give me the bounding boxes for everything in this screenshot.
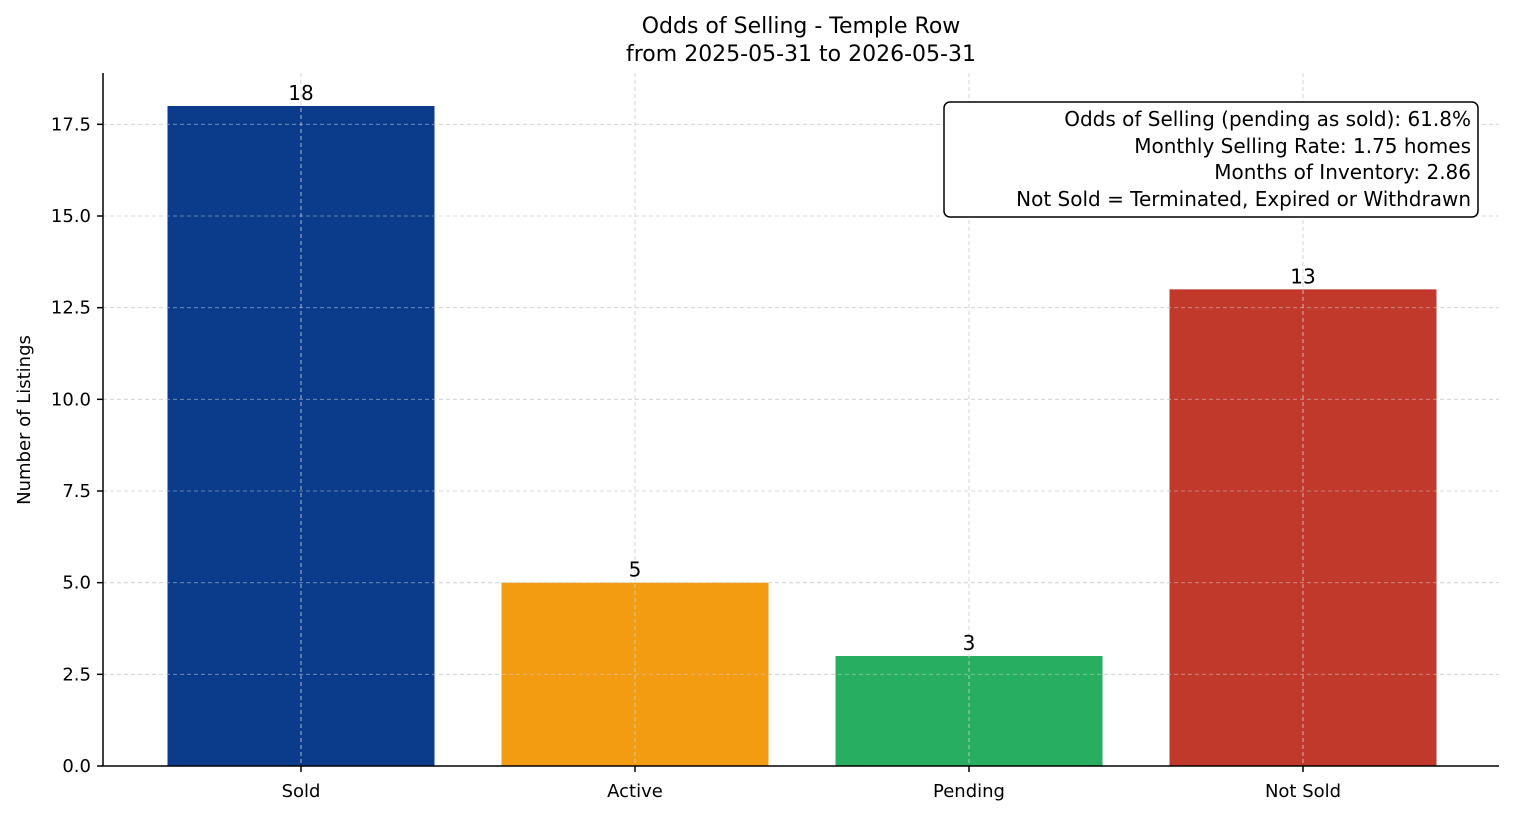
bar-value-label: 5: [629, 558, 642, 582]
y-tick-label: 15.0: [51, 206, 91, 227]
y-tick-label: 5.0: [62, 573, 91, 594]
chart-title-line-2: from 2025-05-31 to 2026-05-31: [626, 42, 976, 67]
labels-layer: Sold 18 Active 5 Pending 3 Not Sold 13: [282, 81, 1342, 802]
y-tick-label: 12.5: [51, 298, 91, 319]
info-box-frame: [943, 101, 1479, 218]
info-box: Odds of Selling (pending as sold): 61.8%…: [943, 101, 1479, 218]
y-tick-label: 0.0: [62, 756, 91, 777]
info-line-odds: Odds of Selling (pending as sold): 61.8%: [1064, 107, 1471, 131]
y-axis-label: Number of Listings: [14, 335, 35, 505]
info-line-not-sold-note: Not Sold = Terminated, Expired or Withdr…: [1016, 187, 1471, 211]
y-tick-label: 10.0: [51, 389, 91, 410]
bar-value-label: 3: [963, 631, 976, 655]
info-line-rate: Monthly Selling Rate: 1.75 homes: [1134, 134, 1471, 158]
bar-value-label: 13: [1290, 264, 1315, 288]
y-tick-label: 17.5: [51, 114, 91, 135]
x-tick-label: Pending: [933, 781, 1005, 802]
y-tick-label: 2.5: [62, 664, 91, 685]
y-tick-label: 7.5: [62, 481, 91, 502]
ticks-layer: 0.0 2.5 5.0 7.5 10.0 12.5 15.0 17.5: [51, 114, 1304, 777]
x-tick-label: Sold: [282, 781, 321, 802]
x-tick-label: Active: [607, 781, 663, 802]
info-line-inventory: Months of Inventory: 2.86: [1214, 160, 1471, 184]
axes-layer: [102, 73, 1499, 767]
x-tick-label: Not Sold: [1265, 781, 1341, 802]
bar-sold: [167, 106, 435, 766]
chart-title-line-1: Odds of Selling - Temple Row: [642, 14, 961, 39]
bar-value-label: 18: [288, 81, 313, 105]
